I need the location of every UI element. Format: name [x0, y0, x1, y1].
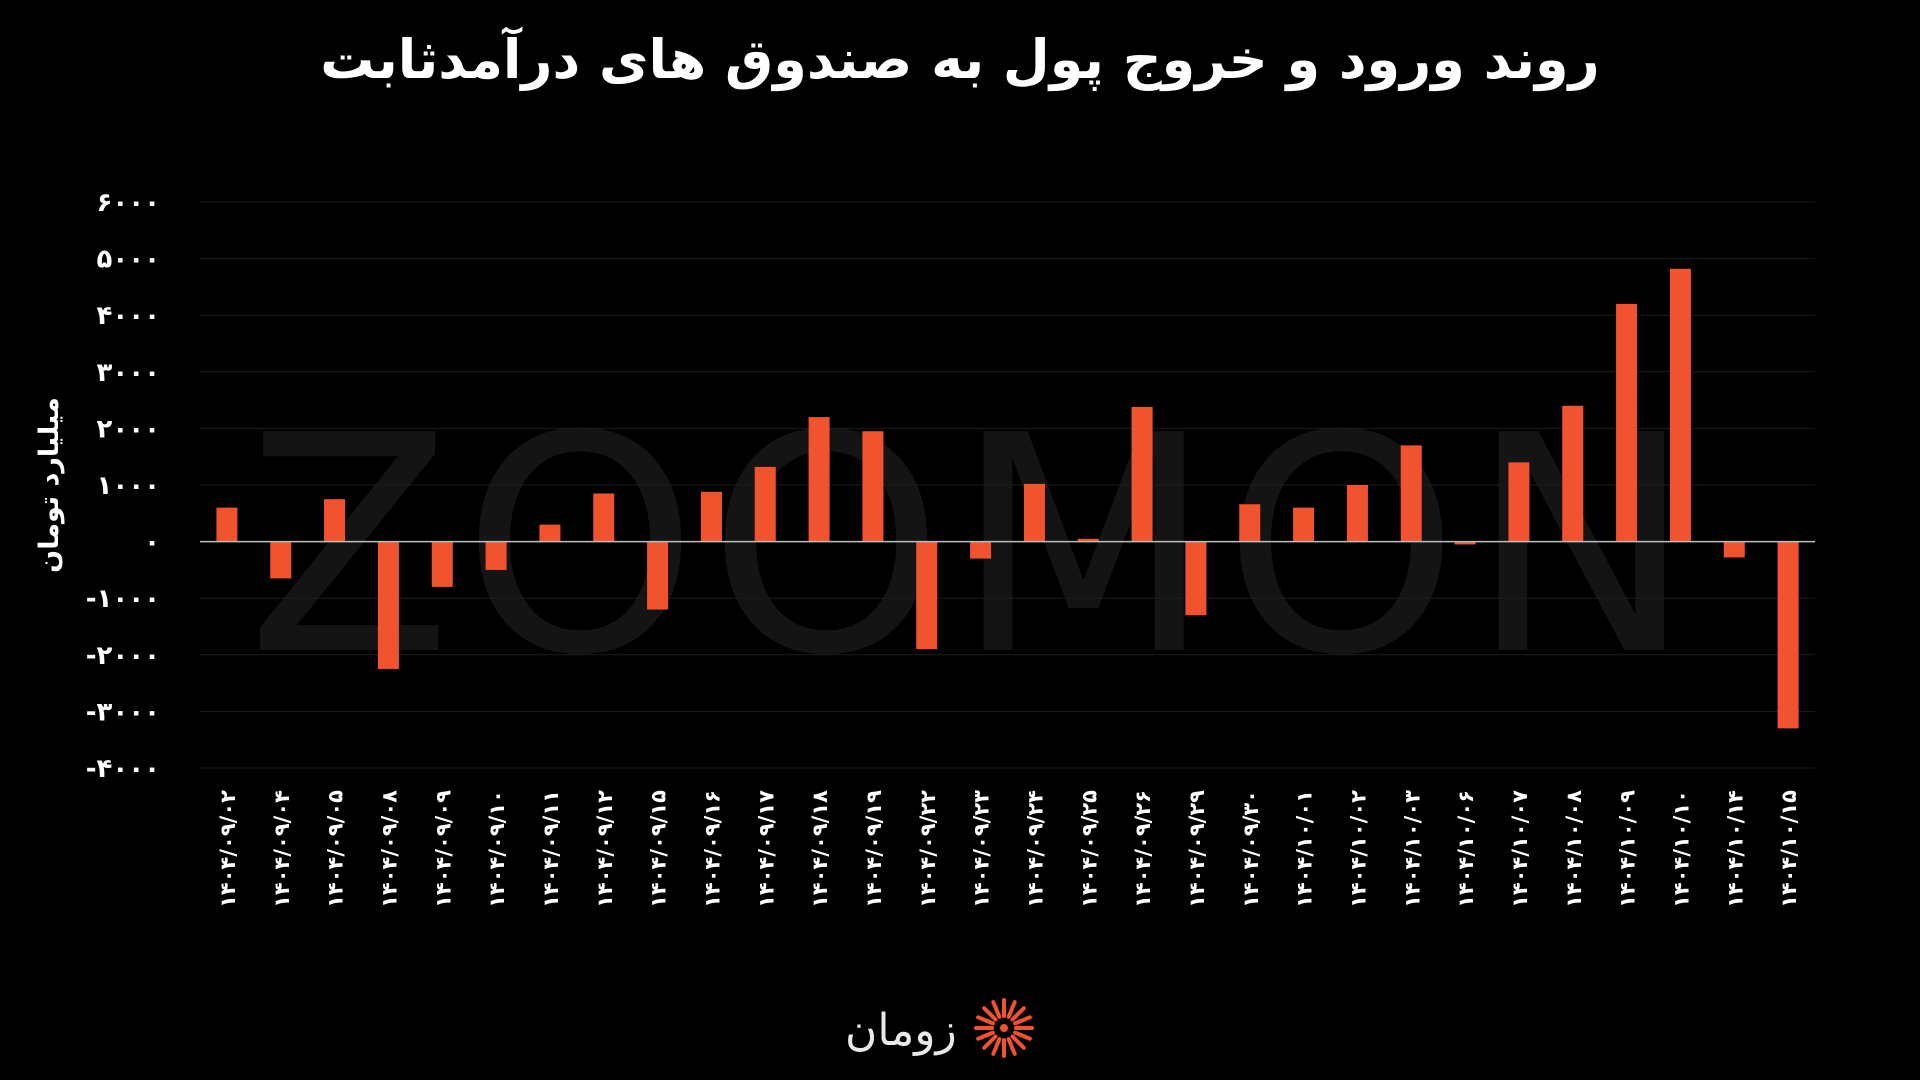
bar: [1454, 541, 1476, 545]
x-tick-label: ۱۴۰۴/۰۹/۰۵: [324, 790, 348, 908]
logo-ray: [981, 1006, 998, 1022]
logo-ray: [991, 1000, 1002, 1019]
y-tick-label: ۴۰۰۰: [97, 301, 160, 331]
bar: [1077, 538, 1099, 542]
logo-ray: [1012, 1030, 1032, 1041]
bar: [539, 524, 561, 542]
bar: [970, 541, 992, 559]
y-tick-label: -۳۰۰۰: [86, 697, 160, 727]
y-tick-label: ۵۰۰۰: [97, 245, 160, 275]
x-tick-label: ۱۴۰۴/۰۹/۱۹: [862, 790, 886, 908]
x-tick-label: ۱۴۰۴/۰۹/۲۴: [1023, 790, 1047, 908]
x-tick-label: ۱۴۰۴/۱۰/۰۲: [1346, 790, 1370, 908]
bar: [1346, 485, 1368, 542]
x-tick-label: ۱۴۰۴/۰۹/۰۲: [216, 790, 240, 908]
logo-ray: [1010, 1006, 1026, 1022]
bar: [270, 541, 292, 579]
bar: [1777, 541, 1799, 729]
bar: [1239, 504, 1261, 542]
x-tick-label: ۱۴۰۴/۰۹/۱۷: [754, 790, 778, 908]
y-axis-label: میلیارد تومان: [34, 397, 65, 573]
bar: [1185, 541, 1207, 616]
y-tick-label: ۲۰۰۰: [97, 414, 160, 444]
x-tick-label: ۱۴۰۴/۱۰/۱۴: [1723, 790, 1747, 908]
y-tick-labels: ۶۰۰۰ ۵۰۰۰ ۴۰۰۰ ۳۰۰۰ ۲۰۰۰ ۱۰۰۰ ۰ -۱۰۰۰ -۲۰۰۰ -۳۰۰۰…: [86, 188, 160, 784]
bar: [1562, 405, 1584, 542]
x-tick-label: ۱۴۰۴/۱۰/۰۹: [1616, 790, 1640, 908]
bar: [1723, 541, 1745, 558]
x-tick-label: ۱۴۰۴/۰۹/۲۵: [1077, 790, 1101, 908]
logo-ray: [991, 1037, 1002, 1056]
logo-ray: [1006, 1037, 1017, 1056]
logo-ray: [975, 1030, 995, 1041]
x-tick-labels: ۱۴۰۴/۰۹/۰۲ ۱۴۰۴/۰۹/۰۴ ۱۴۰۴/۰۹/۰۵ ۱۴۰۴/۰۹/۰۸…: [216, 790, 1801, 908]
y-tick-label: ۶۰۰۰: [97, 188, 160, 218]
bar: [862, 431, 884, 542]
logo-ray: [1012, 1015, 1032, 1026]
y-tick-label: ۱۰۰۰: [97, 471, 160, 501]
x-tick-label: ۱۴۰۴/۰۹/۱۱: [539, 790, 563, 908]
x-tick-label: ۱۴۰۴/۰۹/۱۲: [593, 790, 617, 908]
x-tick-label: ۱۴۰۴/۱۰/۰۷: [1508, 790, 1532, 908]
x-tick-label: ۱۴۰۴/۰۹/۲۳: [970, 790, 994, 908]
bar: [1023, 483, 1045, 542]
bar: [324, 499, 346, 542]
x-tick-label: ۱۴۰۴/۰۹/۱۵: [647, 790, 671, 908]
y-tick-label: ۳۰۰۰: [97, 358, 160, 388]
bar: [808, 417, 830, 542]
y-tick-label: ۰: [144, 528, 160, 558]
bar: [1508, 462, 1530, 542]
logo-ray: [1006, 1000, 1017, 1019]
bar: [1400, 445, 1422, 542]
logo-text: زومان: [845, 1004, 957, 1056]
bar: [593, 493, 615, 542]
bar: [916, 541, 938, 650]
x-tick-label: ۱۴۰۴/۱۰/۱۰: [1669, 790, 1693, 908]
bar: [1293, 507, 1315, 542]
x-tick-label: ۱۴۰۴/۱۰/۰۶: [1454, 790, 1478, 908]
bar: [485, 541, 507, 570]
x-tick-label: ۱۴۰۴/۰۹/۱۰: [485, 790, 509, 908]
sunburst-logo-icon: [971, 995, 1037, 1065]
x-tick-label: ۱۴۰۴/۱۰/۰۳: [1400, 790, 1424, 908]
x-tick-label: ۱۴۰۴/۱۰/۱۵: [1777, 790, 1801, 908]
bar: [647, 541, 669, 610]
y-tick-label: -۲۰۰۰: [86, 641, 160, 671]
x-tick-label: ۱۴۰۴/۰۹/۱۸: [808, 790, 832, 908]
bar: [1669, 268, 1691, 542]
x-tick-label: ۱۴۰۴/۰۹/۲۶: [1131, 790, 1155, 908]
x-tick-label: ۱۴۰۴/۰۹/۰۸: [377, 790, 401, 908]
logo-ray: [981, 1034, 998, 1050]
x-tick-label: ۱۴۰۴/۰۹/۲۲: [916, 790, 940, 908]
y-tick-label: -۱۰۰۰: [86, 584, 160, 614]
bar: [377, 541, 399, 669]
bar: [216, 507, 238, 542]
x-tick-label: ۱۴۰۴/۰۹/۰۹: [431, 790, 455, 908]
logo-ray: [975, 1015, 995, 1026]
x-tick-label: ۱۴۰۴/۰۹/۱۶: [700, 790, 724, 908]
chart-title: روند ورود و خروج پول به صندوق های درآمدث…: [320, 28, 1600, 91]
x-tick-label: ۱۴۰۴/۱۰/۰۸: [1562, 790, 1586, 908]
bars: [216, 268, 1799, 729]
logo: زومان: [845, 995, 1037, 1065]
bar: [700, 491, 722, 542]
y-tick-label: -۴۰۰۰: [86, 754, 160, 784]
x-tick-label: ۱۴۰۴/۰۹/۰۴: [270, 790, 294, 908]
bar: [1616, 303, 1638, 542]
x-tick-label: ۱۴۰۴/۱۰/۰۱: [1293, 790, 1317, 908]
bar: [431, 541, 453, 587]
logo-ray: [1010, 1034, 1026, 1050]
bar: [1131, 406, 1153, 542]
x-tick-label: ۱۴۰۴/۰۹/۲۹: [1185, 790, 1209, 908]
x-tick-label: ۱۴۰۴/۰۹/۳۰: [1239, 790, 1263, 908]
bar: [754, 466, 776, 542]
